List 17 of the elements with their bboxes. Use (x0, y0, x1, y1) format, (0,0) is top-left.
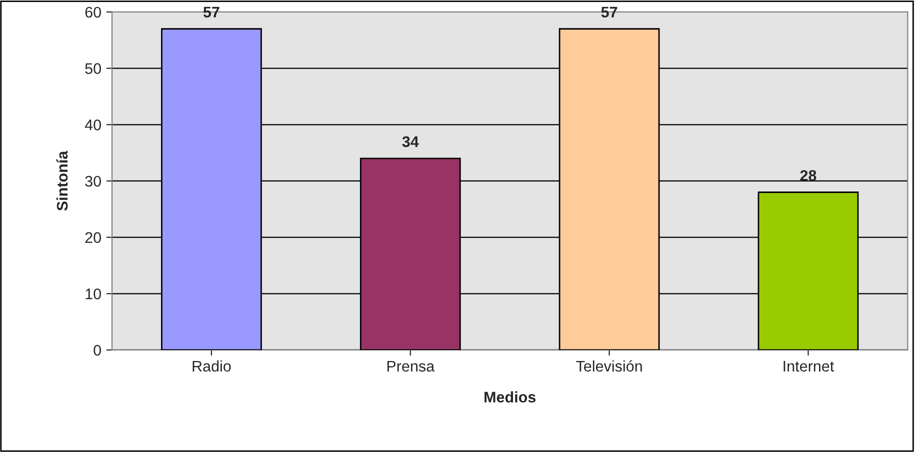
y-tick-label: 30 (85, 176, 101, 187)
x-tick-label: Prensa (387, 360, 435, 372)
data-label: 57 (601, 6, 618, 18)
y-tick-label: 60 (85, 6, 101, 18)
data-label: 57 (203, 6, 220, 18)
y-tick-label: 50 (85, 63, 101, 74)
x-tick-label: Radio (192, 360, 231, 372)
data-label: 28 (800, 170, 816, 181)
y-tick-label: 10 (86, 288, 101, 300)
y-tick-label: 20 (85, 232, 101, 243)
x-tick-label: Televisión (576, 360, 642, 372)
y-tick-label: 40 (84, 120, 101, 130)
x-axis-title: Medios (484, 391, 536, 403)
data-label: 34 (402, 136, 419, 148)
y-axis-title: Sintonía (56, 150, 68, 211)
x-tick-label: Internet (784, 360, 834, 372)
y-tick-label: 0 (94, 344, 101, 356)
